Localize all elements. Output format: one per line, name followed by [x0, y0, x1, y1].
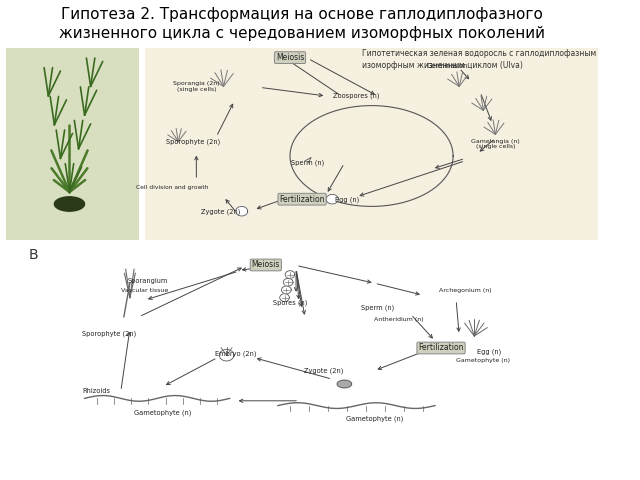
- Text: Fertilization: Fertilization: [419, 344, 464, 352]
- Polygon shape: [285, 271, 295, 278]
- Polygon shape: [337, 380, 351, 388]
- Text: Sporophyte (2n): Sporophyte (2n): [82, 330, 136, 337]
- FancyBboxPatch shape: [6, 48, 139, 240]
- Text: Cell division and growth: Cell division and growth: [136, 185, 209, 190]
- Text: Rhizoids: Rhizoids: [83, 388, 111, 394]
- Text: Гипотеза 2. Трансформация на основе гаплодиплофазного: Гипотеза 2. Трансформация на основе гапл…: [61, 7, 543, 22]
- Text: Spores (n): Spores (n): [273, 299, 307, 306]
- Polygon shape: [54, 197, 84, 211]
- Text: жизненного цикла с чередованием изоморфных поколений: жизненного цикла с чередованием изоморфн…: [59, 26, 545, 41]
- Text: Vascular tissue: Vascular tissue: [122, 288, 168, 293]
- Text: Antheridium (n): Antheridium (n): [374, 317, 424, 322]
- Text: Zoospores (n): Zoospores (n): [333, 93, 380, 99]
- Text: Embryo (2n): Embryo (2n): [215, 351, 257, 358]
- FancyBboxPatch shape: [145, 48, 598, 240]
- Text: Sporangium: Sporangium: [128, 278, 168, 284]
- Polygon shape: [280, 294, 289, 301]
- Text: Archegonium (n): Archegonium (n): [439, 288, 492, 293]
- Text: B: B: [28, 248, 38, 263]
- Text: Zygote (2n): Zygote (2n): [201, 209, 240, 216]
- Text: Gametophyte (n): Gametophyte (n): [134, 409, 192, 416]
- Text: Zygote (2n): Zygote (2n): [303, 367, 343, 374]
- Text: Sperm (n): Sperm (n): [291, 160, 324, 167]
- Polygon shape: [326, 194, 339, 204]
- Text: Gametophyte (n): Gametophyte (n): [346, 415, 403, 422]
- Polygon shape: [282, 286, 291, 294]
- Text: Sporangia (2n)
(single cells): Sporangia (2n) (single cells): [173, 81, 220, 92]
- Text: Meiosis: Meiosis: [276, 53, 304, 62]
- Text: Gamelangia (n)
(single cells): Gamelangia (n) (single cells): [471, 139, 520, 149]
- Text: Meiosis: Meiosis: [252, 261, 280, 269]
- Polygon shape: [236, 206, 248, 216]
- Polygon shape: [220, 349, 234, 361]
- Text: Fertilization: Fertilization: [279, 195, 325, 204]
- Text: Germination: Germination: [426, 63, 468, 69]
- Text: Sporophyte (2n): Sporophyte (2n): [166, 138, 220, 145]
- Polygon shape: [284, 278, 293, 286]
- Text: Egg (n): Egg (n): [477, 348, 502, 355]
- Text: Sperm (n): Sperm (n): [361, 305, 394, 312]
- Text: Egg (n): Egg (n): [335, 196, 360, 203]
- Text: Гипотетическая зеленая водоросль с гаплодиплофазным
изоморфным жизненным циклом : Гипотетическая зеленая водоросль с гапло…: [362, 49, 596, 70]
- Text: Gametophyte (n): Gametophyte (n): [456, 359, 510, 363]
